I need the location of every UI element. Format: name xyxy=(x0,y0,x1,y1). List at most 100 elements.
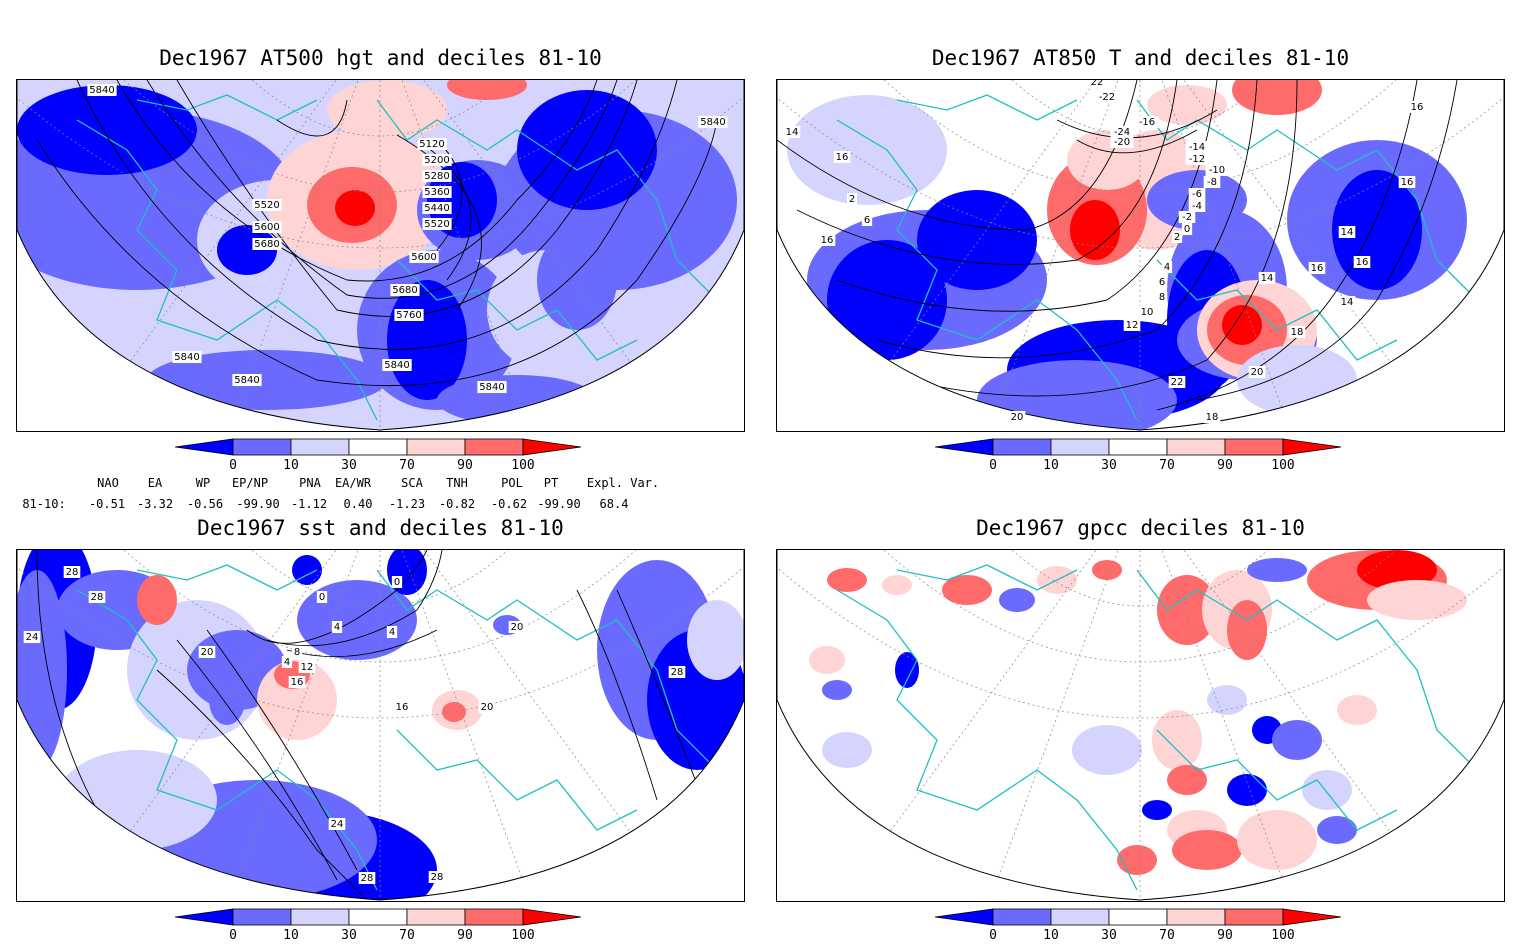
contour-label-bg xyxy=(88,591,106,603)
decile-region xyxy=(687,600,744,680)
contour-label-bg xyxy=(1188,200,1206,212)
decile-region xyxy=(1070,200,1120,260)
decile-region xyxy=(809,646,845,674)
colorbar-scale xyxy=(174,438,582,456)
contour-label: 12 xyxy=(1126,320,1139,331)
contour-label-bg xyxy=(1178,211,1196,223)
contour-label: 18 xyxy=(1206,412,1219,423)
contour-label: 5760 xyxy=(396,310,421,321)
contour-label-bg xyxy=(422,202,452,214)
contour-label-bg xyxy=(1203,176,1221,188)
contour-label-bg xyxy=(409,251,439,263)
index-value: -0.82 xyxy=(438,497,476,511)
contour-label: 16 xyxy=(1401,177,1414,188)
contour-label: 22 xyxy=(1171,377,1184,388)
decile-region xyxy=(1232,80,1322,115)
index-value: -3.32 xyxy=(136,497,174,511)
contour-label: 14 xyxy=(1341,297,1354,308)
contour-label-bg xyxy=(23,631,41,643)
map-canvas xyxy=(777,550,1504,901)
index-header: EA/WR xyxy=(334,476,372,490)
contour-label: 5840 xyxy=(700,117,725,128)
colorbar-arrow-high xyxy=(1282,438,1342,456)
contour-label-bg xyxy=(668,666,686,678)
contour-label: 28 xyxy=(66,567,79,578)
graticule xyxy=(777,80,1504,430)
contour-label-bg xyxy=(417,138,447,150)
contour-label-bg xyxy=(422,186,452,198)
contour-label: -16 xyxy=(1139,117,1155,128)
contour-label-bg xyxy=(1181,223,1193,235)
decile-region xyxy=(217,225,277,275)
coastline-layer xyxy=(76,564,718,891)
decile-region xyxy=(822,732,872,768)
contour-label: 14 xyxy=(1341,227,1354,238)
contour-label-bg xyxy=(391,576,403,588)
decile-region xyxy=(1222,305,1262,345)
contour-label-bg xyxy=(316,591,328,603)
contour-label-bg xyxy=(1308,262,1326,274)
colorbar-arrow-low xyxy=(174,908,234,926)
contour-label: 16 xyxy=(821,235,834,246)
index-header-row: NAO EA WP EP/NP PNA EA/WR SCA TNH POL PT Expl. Var… xyxy=(0,476,700,492)
contour-label-bg xyxy=(818,234,836,246)
contour-label: 28 xyxy=(361,873,374,884)
decile-region xyxy=(942,575,992,605)
decile-region xyxy=(1367,580,1467,620)
contour-label: 2 xyxy=(1174,232,1180,243)
decile-region xyxy=(895,652,919,688)
colorbar-segment xyxy=(1166,908,1226,926)
colorbar-arrow-low xyxy=(934,908,994,926)
colorbar-segment xyxy=(464,438,524,456)
contour-label: 5840 xyxy=(174,352,199,363)
contour-label: 5600 xyxy=(411,252,436,263)
index-value: -1.12 xyxy=(290,497,328,511)
contour-label-bg xyxy=(1110,126,1134,138)
contour-label: 5600 xyxy=(254,222,279,233)
colorbar-tick-label: 0 xyxy=(229,458,237,473)
contour-label: 28 xyxy=(671,667,684,678)
colorbar-tick-label: 30 xyxy=(341,458,357,473)
coastline-layer xyxy=(836,564,1478,891)
contour-label-bg xyxy=(394,309,424,321)
colorbar-segment xyxy=(232,438,292,456)
colorbar-tick-label: 70 xyxy=(399,928,415,943)
colorbar-segment xyxy=(290,438,350,456)
index-header: EA xyxy=(147,476,163,490)
contour-label: 5680 xyxy=(392,285,417,296)
map-panel-gpcc xyxy=(776,549,1505,902)
contour-label: -24 xyxy=(1114,127,1130,138)
colorbar-segment xyxy=(348,908,408,926)
colorbar-tick-label: 100 xyxy=(1271,928,1295,943)
colorbar-segment xyxy=(1108,438,1168,456)
contour-label-bg xyxy=(87,84,117,96)
contour-label: 14 xyxy=(786,127,799,138)
decile-region xyxy=(1337,695,1377,725)
decile-region xyxy=(17,85,197,175)
decile-region xyxy=(1067,130,1147,190)
decile-region xyxy=(537,230,617,330)
decile-region xyxy=(822,680,852,700)
contour-label-bg xyxy=(328,818,346,830)
contour-label-bg xyxy=(508,621,526,633)
contour-label: 16 xyxy=(1356,257,1369,268)
contour-label-bg xyxy=(422,154,452,166)
contour-label: 5840 xyxy=(89,85,114,96)
contour-label: -12 xyxy=(1189,154,1205,165)
colorbar-tick-label: 90 xyxy=(457,928,473,943)
contour-label: 5520 xyxy=(424,219,449,230)
colorbar-segment xyxy=(290,908,350,926)
decile-region xyxy=(442,702,466,722)
decile-region xyxy=(517,90,657,210)
contour-label-bg xyxy=(1135,116,1159,128)
contour-label-bg xyxy=(1123,319,1141,331)
contour-label-bg xyxy=(382,359,412,371)
colorbar-segment xyxy=(1050,438,1110,456)
colorbar-tick-label: 0 xyxy=(989,458,997,473)
decile-region xyxy=(1117,845,1157,875)
contour-label: -20 xyxy=(1114,137,1130,148)
decile-region xyxy=(437,375,597,425)
index-header: NAO xyxy=(97,476,119,490)
decile-region xyxy=(1317,816,1357,844)
